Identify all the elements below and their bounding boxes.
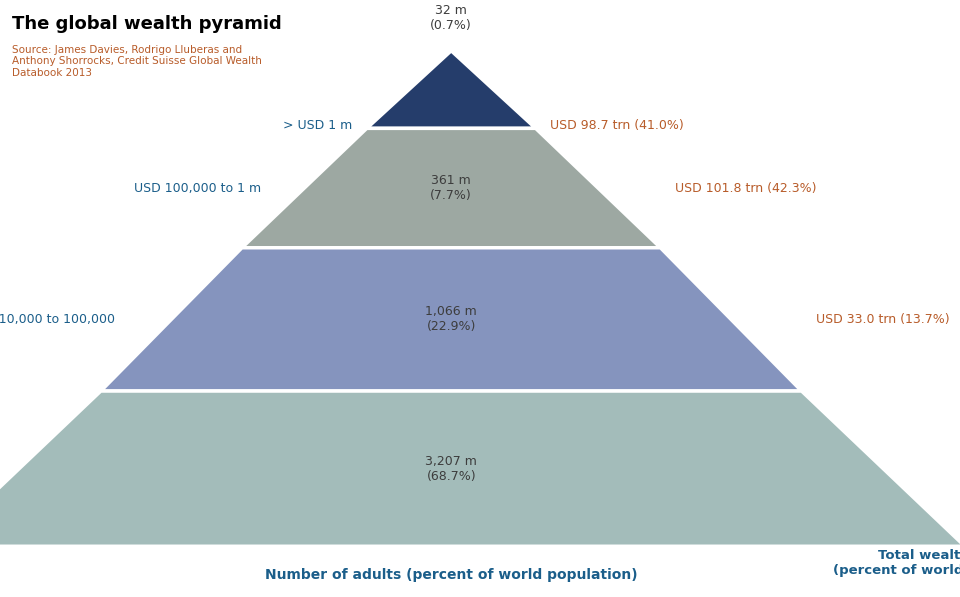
Polygon shape (101, 248, 802, 391)
Text: USD 98.7 trn (41.0%): USD 98.7 trn (41.0%) (550, 119, 684, 132)
Text: Source: James Davies, Rodrigo Lluberas and
Anthony Shorrocks, Credit Suisse Glob: Source: James Davies, Rodrigo Lluberas a… (12, 45, 262, 78)
Text: Number of adults (percent of world population): Number of adults (percent of world popul… (265, 568, 637, 582)
Text: USD 101.8 trn (42.3%): USD 101.8 trn (42.3%) (675, 181, 816, 195)
Text: 1,066 m
(22.9%): 1,066 m (22.9%) (425, 306, 477, 333)
Text: USD 100,000 to 1 m: USD 100,000 to 1 m (134, 181, 261, 195)
Text: 32 m
(0.7%): 32 m (0.7%) (430, 4, 472, 32)
Text: The global wealth pyramid: The global wealth pyramid (12, 15, 282, 33)
Text: 3,207 m
(68.7%): 3,207 m (68.7%) (425, 455, 477, 482)
Text: USD 10,000 to 100,000: USD 10,000 to 100,000 (0, 313, 115, 326)
Polygon shape (367, 51, 536, 128)
Polygon shape (0, 391, 960, 546)
Text: Total wealth
(percent of world): Total wealth (percent of world) (833, 549, 960, 577)
Text: 361 m
(7.7%): 361 m (7.7%) (430, 174, 472, 202)
Text: USD 33.0 trn (13.7%): USD 33.0 trn (13.7%) (816, 313, 949, 326)
Text: > USD 1 m: > USD 1 m (283, 119, 352, 132)
Polygon shape (242, 128, 660, 248)
